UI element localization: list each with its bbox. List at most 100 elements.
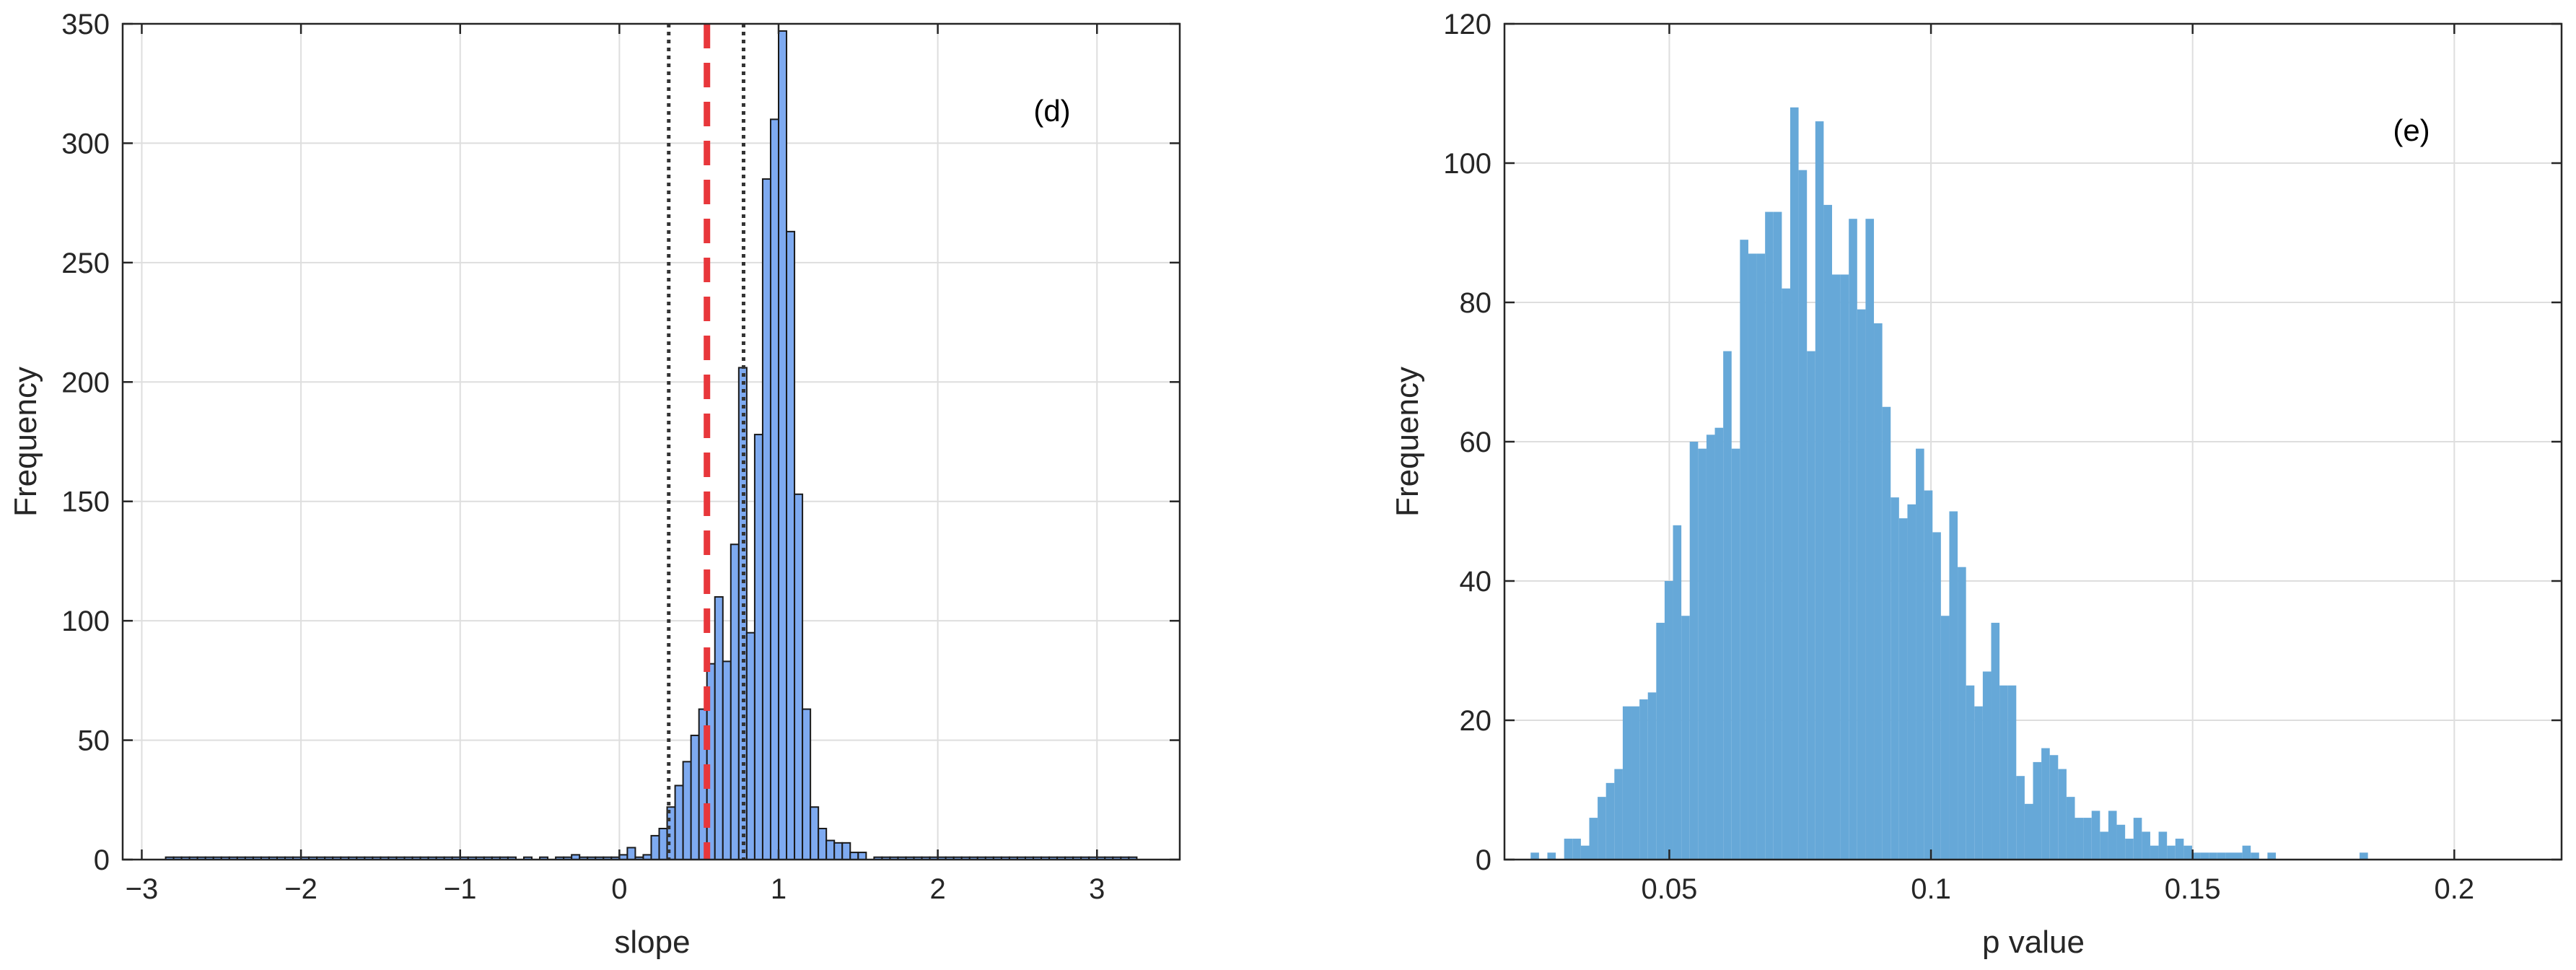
histogram-bar (769, 118, 780, 860)
histogram-bar (1748, 253, 1757, 860)
histogram-bar (2116, 824, 2126, 860)
histogram-bar (1773, 211, 1782, 860)
y-tick-label: 100 (1443, 148, 1491, 180)
histogram-bar (2267, 852, 2277, 860)
x-tick-label: 3 (1089, 873, 1105, 905)
histogram-bar (1580, 845, 1590, 860)
histogram-bar (2251, 852, 2259, 860)
x-axis-title: p value (1982, 925, 2085, 960)
histogram-bar (2033, 761, 2042, 860)
histogram-bar (1698, 448, 1707, 860)
histogram-bar (1898, 518, 1908, 860)
histogram-bar (1572, 839, 1581, 860)
x-tick-label: 0 (611, 873, 627, 905)
histogram-bar (2242, 845, 2251, 860)
histogram-bar (1940, 616, 1950, 860)
y-tick-label: 200 (61, 367, 110, 398)
histogram-bar (1849, 219, 1857, 860)
histogram-bar (1882, 406, 1891, 860)
histogram-bar (1647, 692, 1657, 860)
histogram-slope: −3 −2 −1 0 1 2 3 0 50 100 150 200 250 300 350 (d) slo… (8, 9, 1181, 960)
y-tick-label: 40 (1460, 566, 1492, 598)
y-axis-title: Frequency (8, 367, 43, 517)
histogram-bar (1789, 107, 1799, 860)
histogram-bar (2091, 810, 2100, 860)
histogram-p-value: 0.05 0.1 0.15 0.2 0 20 40 60 80 100 120 (e) p val… (1390, 9, 2563, 960)
histogram-bar (2209, 852, 2217, 860)
x-tick-label: 0.1 (1911, 873, 1951, 905)
histogram-bar (786, 230, 796, 860)
histogram-bar (2233, 852, 2243, 860)
histogram-bar (722, 660, 732, 860)
histogram-bar (1731, 448, 1740, 860)
histogram-bar (1706, 434, 1715, 860)
histogram-bar (1564, 839, 1573, 860)
histogram-bar (2075, 818, 2084, 860)
histogram-bar (2024, 803, 2033, 860)
histogram-bar (833, 842, 844, 860)
histogram-bar (1714, 427, 1724, 860)
histogram-bar (745, 632, 755, 861)
y-tick-label: 350 (61, 9, 110, 40)
histogram-bar (1656, 622, 1665, 860)
histogram-bar (1823, 204, 1833, 860)
x-axis-title: slope (614, 925, 690, 960)
histogram-bar (730, 543, 740, 860)
histogram-bar (1999, 685, 2008, 860)
x-tick-label: 0.2 (2435, 873, 2475, 905)
y-tick-label: 60 (1460, 427, 1492, 458)
histogram-bar (810, 806, 820, 860)
histogram-bar (818, 827, 828, 860)
histogram-bar (1673, 525, 1682, 860)
histogram-bar (2158, 831, 2168, 860)
x-tick-labels: 0.05 0.1 0.15 0.2 (1642, 873, 2475, 905)
histogram-bar (1798, 170, 1808, 860)
x-tick-label: 0.15 (2165, 873, 2221, 905)
histogram-bar (1832, 274, 1841, 860)
y-tick-label: 50 (78, 725, 110, 757)
histogram-bar (690, 734, 700, 860)
histogram-bar (2083, 818, 2092, 860)
tick-marks (1504, 22, 2562, 861)
histogram-bar (1547, 852, 1556, 860)
histogram-bar (1924, 490, 1933, 860)
histogram-bar (778, 30, 788, 861)
histogram-bar (1807, 351, 1815, 860)
x-tick-label: 1 (771, 873, 787, 905)
histogram-bar (2150, 845, 2159, 860)
histogram-bar (2066, 797, 2075, 860)
histogram-bar (2108, 810, 2117, 860)
x-tick-label: −1 (444, 873, 477, 905)
histogram-bar (1530, 852, 1539, 860)
y-tick-label: 80 (1460, 287, 1492, 319)
histogram-bar (1598, 797, 1606, 860)
x-tick-label: 2 (930, 873, 946, 905)
histogram-bar (1631, 706, 1640, 860)
histogram-bar (1891, 497, 1899, 860)
histogram-bar (857, 852, 867, 861)
y-tick-label: 0 (94, 844, 110, 876)
histogram-bar (1958, 567, 1966, 860)
y-tick-label: 150 (61, 486, 110, 518)
y-tick-labels: 0 50 100 150 200 250 300 350 (61, 9, 110, 876)
histogram-bar (2049, 755, 2059, 860)
histogram-bar (1916, 448, 1924, 860)
histogram-bar (1765, 211, 1774, 860)
histogram-bar (761, 178, 771, 861)
histogram-bar (1857, 309, 1866, 860)
y-tick-labels: 0 20 40 60 80 100 120 (1443, 9, 1491, 876)
histogram-bar (2058, 769, 2067, 860)
histogram-bar (1756, 253, 1766, 860)
histogram-bar (2125, 839, 2134, 860)
histogram-bar (1782, 288, 1790, 860)
plot-frame (121, 22, 1181, 861)
histogram-bar (1907, 504, 1916, 860)
histogram-bar (1865, 219, 1875, 860)
y-axis-title: Frequency (1390, 367, 1425, 517)
x-tick-label: −3 (126, 873, 159, 905)
y-tick-label: 250 (61, 248, 110, 279)
bars (1530, 107, 2368, 860)
histogram-bar (825, 839, 836, 860)
histogram-bar (1982, 671, 1992, 860)
y-tick-label: 0 (1476, 844, 1491, 876)
